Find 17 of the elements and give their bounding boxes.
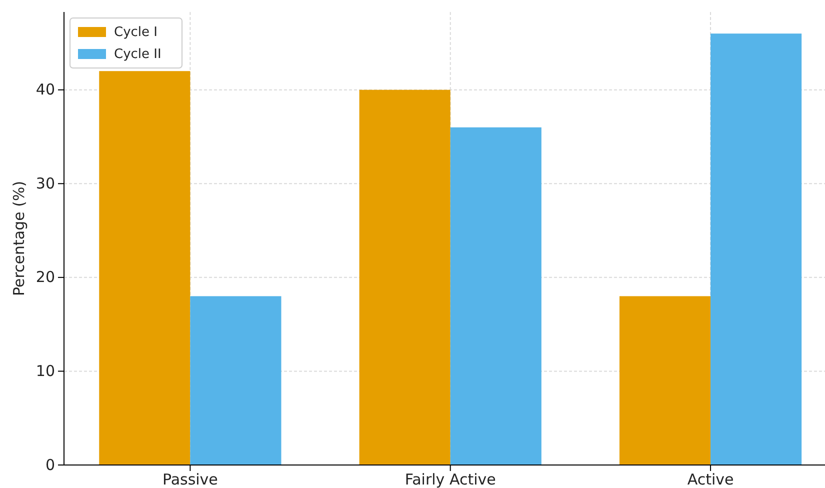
bar [190,296,282,465]
x-tick-label: Fairly Active [404,470,496,488]
y-tick-label: 10 [36,362,55,380]
bar [99,71,190,465]
bar [450,127,542,465]
legend-label: Cycle I [114,25,158,40]
y-tick-label: 30 [36,174,55,192]
x-tick-label: Passive [162,470,218,488]
bar [710,34,802,465]
y-tick-label: 20 [36,268,55,286]
bar [619,296,711,465]
y-axis-title: Percentage (%) [10,180,28,296]
y-tick-label: 0 [45,456,55,474]
x-tick-label: Active [687,470,734,488]
y-tick-label: 40 [36,80,55,99]
bar [359,90,450,465]
legend-label: Cycle II [114,47,162,62]
